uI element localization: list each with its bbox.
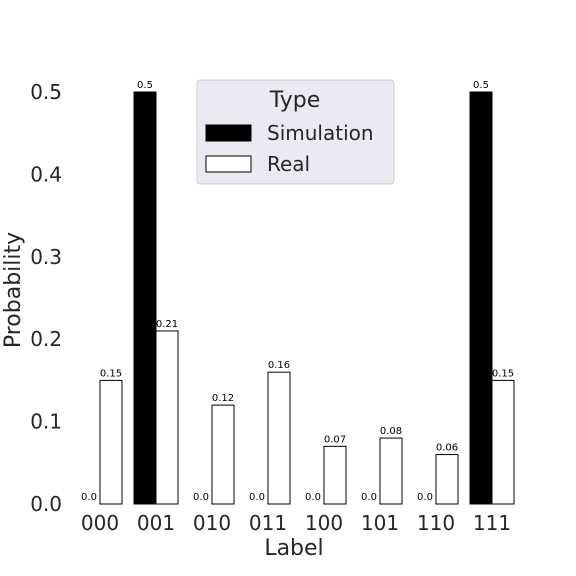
bar-real-011 bbox=[267, 371, 291, 505]
legend-swatch-real bbox=[205, 155, 252, 173]
bar-real-000 bbox=[99, 379, 123, 505]
data-label-real-100: 0.07 bbox=[324, 434, 346, 445]
data-label-simulation-010: 0.0 bbox=[193, 492, 209, 503]
bar-real-100 bbox=[323, 445, 347, 505]
data-label-real-011: 0.16 bbox=[268, 360, 290, 371]
bar-real-110 bbox=[435, 454, 459, 505]
legend-swatch-simulation bbox=[205, 124, 252, 142]
x-tick-label: 010 bbox=[193, 511, 231, 535]
data-label-simulation-001: 0.5 bbox=[137, 80, 153, 91]
x-tick-label: 000 bbox=[81, 511, 119, 535]
data-label-real-001: 0.21 bbox=[156, 319, 178, 330]
y-tick-label: 0.5 bbox=[30, 80, 62, 104]
bar-real-010 bbox=[211, 404, 235, 505]
data-label-real-111: 0.15 bbox=[492, 368, 514, 379]
bar-real-111 bbox=[491, 379, 515, 505]
legend-entry-simulation: Simulation bbox=[267, 121, 374, 145]
legend-title: Type bbox=[269, 88, 321, 113]
x-axis-ticks: 000 001 010 011 100 101 110 111 bbox=[81, 511, 511, 535]
y-tick-label: 0.1 bbox=[30, 410, 62, 434]
y-tick-label: 0.2 bbox=[30, 327, 62, 351]
x-axis-label: Label bbox=[264, 536, 323, 561]
x-tick-label: 100 bbox=[305, 511, 343, 535]
legend: Type Simulation Real bbox=[196, 79, 395, 185]
data-label-simulation-110: 0.0 bbox=[417, 492, 433, 503]
x-tick-label: 110 bbox=[417, 511, 455, 535]
y-tick-label: 0.0 bbox=[30, 492, 62, 516]
y-tick-label: 0.4 bbox=[30, 162, 62, 186]
x-tick-label: 101 bbox=[361, 511, 399, 535]
y-tick-label: 0.3 bbox=[30, 245, 62, 269]
data-label-real-000: 0.15 bbox=[100, 368, 122, 379]
data-label-simulation-100: 0.0 bbox=[305, 492, 321, 503]
data-label-real-010: 0.12 bbox=[212, 393, 234, 404]
x-tick-label: 001 bbox=[137, 511, 175, 535]
bar-real-001 bbox=[155, 330, 179, 505]
data-label-simulation-011: 0.0 bbox=[249, 492, 265, 503]
x-tick-label: 011 bbox=[249, 511, 287, 535]
x-tick-label: 111 bbox=[473, 511, 511, 535]
bars: 0.0 0.15 0.5 0.21 0.0 0.12 0.0 0.16 0.0 0.07 0.0 0.… bbox=[81, 80, 515, 505]
y-axis-label: Probability bbox=[1, 232, 26, 348]
data-label-simulation-101: 0.0 bbox=[361, 492, 377, 503]
bar-simulation-001 bbox=[133, 91, 157, 505]
data-label-simulation-000: 0.0 bbox=[81, 492, 97, 503]
bar-real-101 bbox=[379, 437, 403, 505]
data-label-real-110: 0.06 bbox=[436, 443, 458, 454]
data-label-simulation-111: 0.5 bbox=[473, 80, 489, 91]
y-axis-ticks: 0.0 0.1 0.2 0.3 0.4 0.5 bbox=[30, 80, 62, 516]
legend-entry-real: Real bbox=[267, 152, 310, 176]
data-label-real-101: 0.08 bbox=[380, 426, 402, 437]
bar-simulation-111 bbox=[469, 91, 493, 505]
